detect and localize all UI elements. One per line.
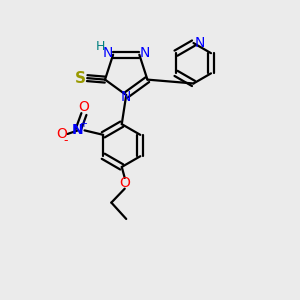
Text: +: + [79,119,87,129]
Text: O: O [119,176,130,190]
Text: -: - [63,134,68,147]
Text: O: O [56,127,67,141]
Text: O: O [79,100,89,115]
Text: N: N [194,36,205,50]
Text: N: N [72,123,84,137]
Text: N: N [121,89,131,103]
Text: N: N [103,46,113,60]
Text: S: S [75,70,86,86]
Text: H: H [96,40,105,53]
Text: N: N [140,46,150,60]
